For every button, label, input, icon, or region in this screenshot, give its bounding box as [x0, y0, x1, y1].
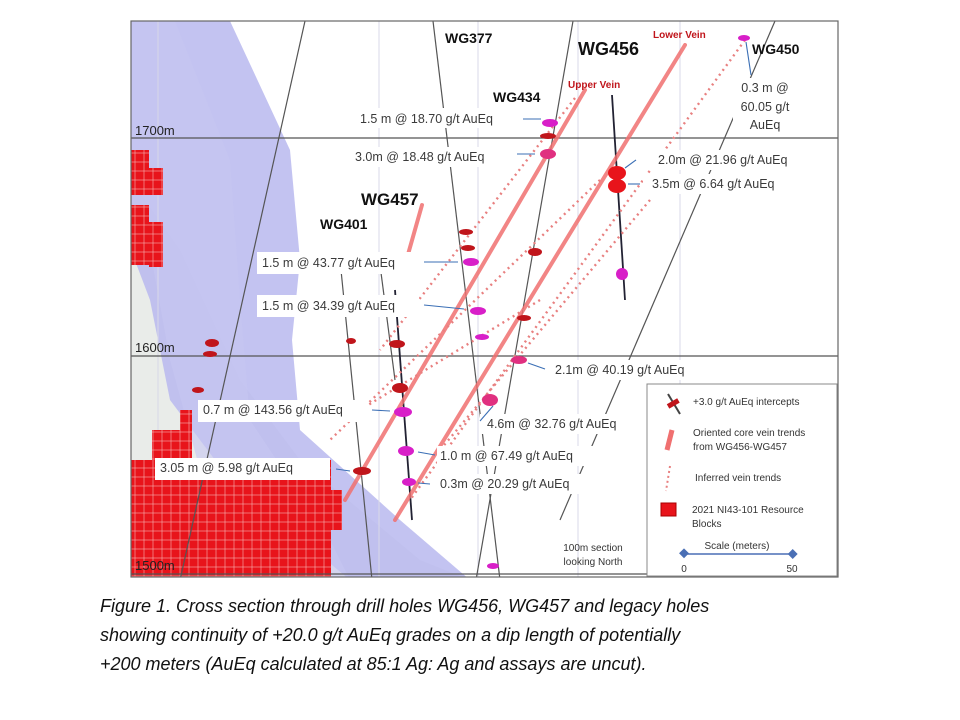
figure-caption: Figure 1. Cross section through drill ho…	[100, 592, 880, 679]
hole-label-wg450: WG450	[752, 41, 800, 57]
svg-text:from WG456-WG457: from WG456-WG457	[693, 442, 787, 453]
svg-text:Oriented core vein trends: Oriented core vein trends	[693, 428, 805, 439]
caption-line: +200 meters (AuEq calculated at 85:1 Ag:…	[100, 654, 647, 674]
section-note: 100m section	[563, 543, 622, 554]
svg-text:50: 50	[786, 564, 798, 575]
elevation-1600m: 1600m	[135, 340, 175, 355]
svg-text:Blocks: Blocks	[692, 519, 721, 530]
intercept-label: 4.6m @ 32.76 g/t AuEq	[487, 417, 616, 431]
hole-label-wg457: WG457	[361, 190, 419, 209]
upper-vein-label: Upper Vein	[568, 80, 620, 91]
wg450-intercept-label: 0.3 m @ 60.05 g/t AuEq	[741, 81, 790, 132]
svg-text:AuEq: AuEq	[750, 118, 781, 132]
intercept-label: 1.5 m @ 34.39 g/t AuEq	[262, 299, 395, 313]
intercept-label: 1.0 m @ 67.49 g/t AuEq	[440, 449, 573, 463]
intercept-label: 2.0m @ 21.96 g/t AuEq	[658, 153, 787, 167]
elevation-1700m: 1700m	[135, 123, 175, 138]
lower-vein-label: Lower Vein	[653, 30, 706, 41]
section-note: looking North	[564, 557, 623, 568]
intercept-markers	[192, 35, 750, 569]
caption-line: Figure 1. Cross section through drill ho…	[100, 596, 710, 616]
svg-text:0: 0	[681, 564, 687, 575]
svg-text:Scale (meters): Scale (meters)	[704, 541, 769, 552]
intercept-label: 1.5 m @ 18.70 g/t AuEq	[360, 112, 493, 126]
intercept-label: 0.3m @ 20.29 g/t AuEq	[440, 477, 569, 491]
intercept-label: 1.5 m @ 43.77 g/t AuEq	[262, 256, 395, 270]
resource-block-legend-icon	[660, 502, 677, 517]
hole-label-wg434: WG434	[493, 89, 541, 105]
hole-label-wg401: WG401	[320, 216, 368, 232]
svg-text:60.05 g/t: 60.05 g/t	[741, 100, 790, 114]
inferred-vein-legend-icon	[665, 465, 671, 492]
svg-text:Inferred vein trends: Inferred vein trends	[695, 473, 781, 484]
intercept-label: 3.05 m @ 5.98 g/t AuEq	[160, 461, 293, 475]
elevation-1500m: 1500m	[135, 558, 175, 573]
hole-label-wg377: WG377	[445, 30, 493, 46]
legend: +3.0 g/t AuEq intercepts Oriented core v…	[646, 383, 838, 577]
resource-blocks	[131, 150, 342, 577]
svg-text:2021 NI43-101 Resource: 2021 NI43-101 Resource	[692, 505, 804, 516]
caption-line: showing continuity of +20.0 g/t AuEq gra…	[100, 625, 681, 645]
intercept-label: 3.5m @ 6.64 g/t AuEq	[652, 177, 775, 191]
intercept-label: 2.1m @ 40.19 g/t AuEq	[555, 363, 684, 377]
hole-label-wg456: WG456	[578, 39, 639, 59]
cross-section-diagram: 1700m 1600m 1500m WG377 WG456 WG450 WG43…	[130, 20, 839, 578]
svg-text:0.3 m @: 0.3 m @	[741, 81, 788, 95]
oriented-vein-legend-icon	[664, 429, 675, 451]
svg-text:+3.0 g/t AuEq intercepts: +3.0 g/t AuEq intercepts	[693, 397, 799, 408]
intercept-label: 0.7 m @ 143.56 g/t AuEq	[203, 403, 343, 417]
intercept-label: 3.0m @ 18.48 g/t AuEq	[355, 150, 484, 164]
